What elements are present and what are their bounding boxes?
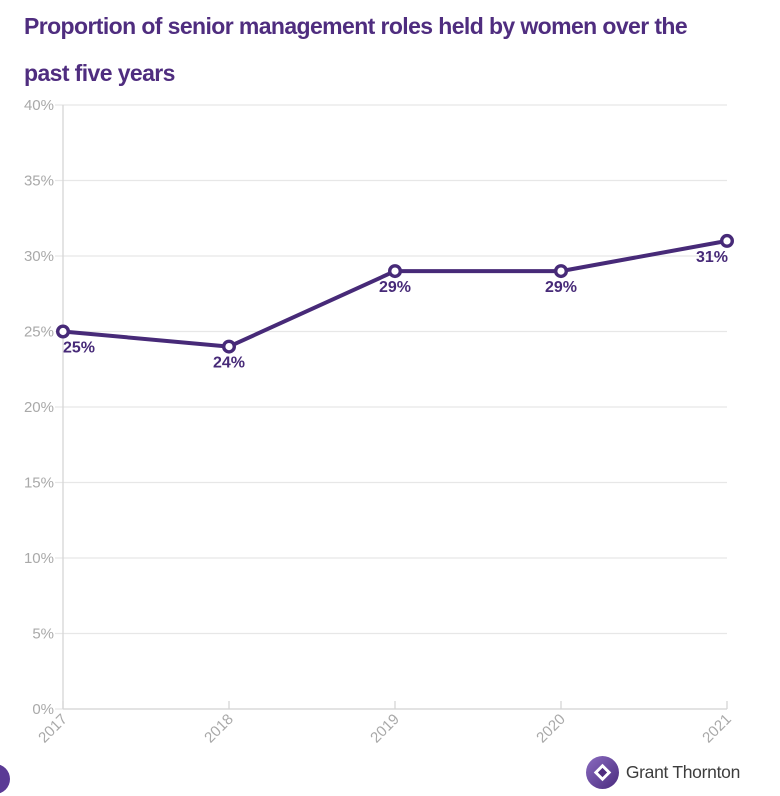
y-tick-label: 20% xyxy=(24,399,54,416)
grant-thornton-logo: Grant Thornton xyxy=(585,756,740,789)
y-tick-label: 10% xyxy=(24,550,54,567)
y-tick-label: 0% xyxy=(32,701,54,718)
data-point-label: 24% xyxy=(213,355,245,372)
y-tick-label: 35% xyxy=(24,173,54,190)
data-point xyxy=(554,264,569,279)
y-tick-label: 25% xyxy=(24,324,54,341)
data-point xyxy=(720,233,735,248)
data-point xyxy=(56,324,71,339)
data-point xyxy=(388,264,403,279)
floating-widget-button[interactable] xyxy=(0,764,10,794)
y-tick-label: 5% xyxy=(32,626,54,643)
chart-title: Proportion of senior management roles he… xyxy=(24,13,688,86)
x-tick-label: 2018 xyxy=(201,711,237,747)
data-point xyxy=(221,339,236,354)
grant-thornton-pinwheel-icon xyxy=(585,756,619,789)
data-point-label: 29% xyxy=(545,279,577,296)
data-point-label: 31% xyxy=(696,249,728,266)
data-point-label: 29% xyxy=(379,279,411,296)
y-tick-label: 15% xyxy=(24,475,54,492)
x-tick-label: 2021 xyxy=(699,711,735,747)
y-tick-label: 30% xyxy=(24,248,54,265)
x-tick-label: 2020 xyxy=(533,711,569,747)
grant-thornton-logo-text: Grant Thornton xyxy=(625,762,740,782)
data-point-label: 25% xyxy=(63,340,95,357)
y-tick-label: 40% xyxy=(24,97,54,114)
line-chart: 0%5%10%15%20%25%30%35%40%2017 2018 2019 202… xyxy=(24,97,735,747)
x-tick-label: 2019 xyxy=(367,711,403,747)
